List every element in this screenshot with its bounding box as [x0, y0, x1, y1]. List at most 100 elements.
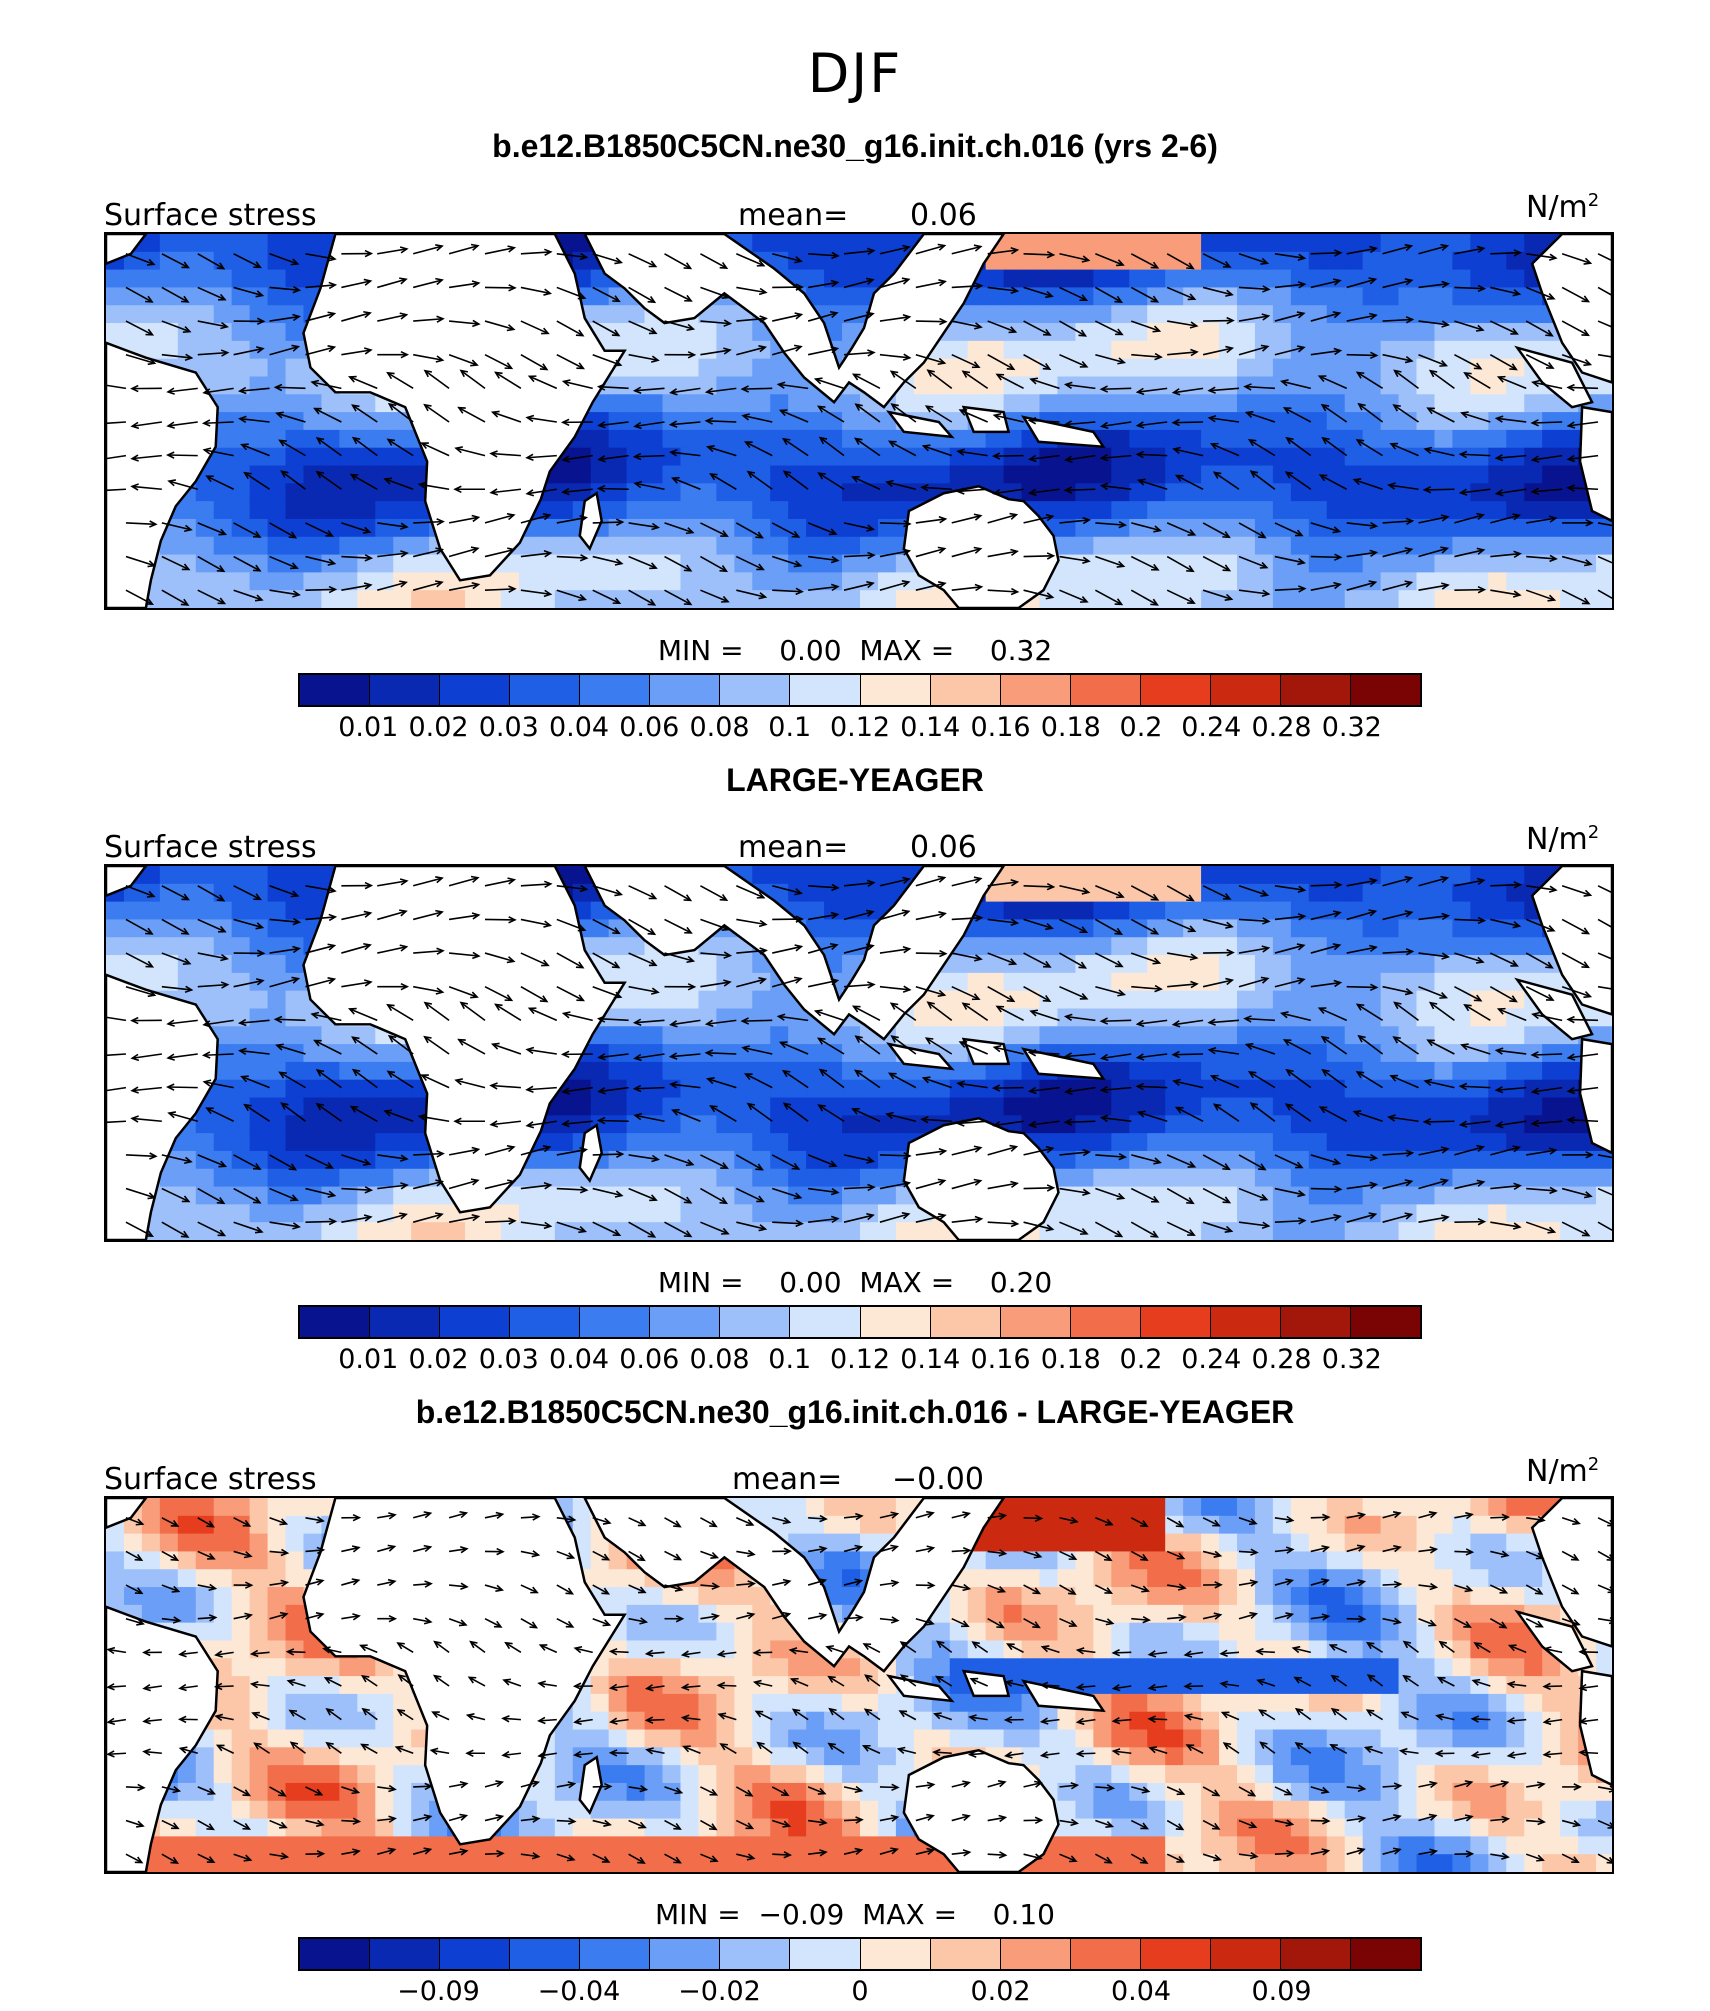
panel-1-colorbar-swatch [720, 675, 791, 705]
panel-3-variable-label: Surface stress [104, 1462, 317, 1497]
panel-1-colorbar-tick-label: 0.08 [689, 712, 750, 743]
panel-2-colorbar-ticks: 0.01 0.02 0.03 0.04 0.06 0.08 0.1 0.12 0.14 0.16 0… [298, 1344, 1422, 1376]
panel-1-colorbar-swatch [650, 675, 721, 705]
panel-1-colorbar-tick-label: 0.06 [619, 712, 680, 743]
panel-1-colorbar-ticks: 0.01 0.02 0.03 0.04 0.06 0.08 0.1 0.12 0.14 0.16 0… [298, 712, 1422, 744]
panel-1-colorbar-swatch [1070, 675, 1141, 705]
panel-2-colorbar-tick-label: 0.1 [768, 1344, 812, 1375]
panel-3-colorbar-swatch [370, 1939, 441, 1969]
panel-3-colorbar [298, 1937, 1422, 1971]
panel-2-colorbar-tick-label: 0.2 [1119, 1344, 1163, 1375]
figure-title: DJF [807, 42, 903, 105]
panel-1-mean-value: 0.06 [910, 198, 977, 233]
panel-3-colorbar-tick-label: −0.09 [397, 1976, 480, 2007]
panel-2-land-masses [106, 866, 1612, 1240]
panel-1-colorbar-swatch [440, 675, 511, 705]
panel-2-colorbar-swatch [580, 1307, 651, 1337]
panel-1-map-svg [106, 234, 1612, 608]
panel-1-colorbar-tick-label: 0.32 [1321, 712, 1382, 743]
panel-2-stress-vectors [106, 875, 1612, 1238]
panel-2-mean-label: mean= [738, 830, 849, 865]
panel-2-colorbar-swatch [440, 1307, 511, 1337]
panel-1-stress-vectors [106, 243, 1612, 606]
panel-1-colorbar-swatch [1350, 675, 1420, 705]
panel-1-colorbar-tick-label: 0.12 [829, 712, 891, 743]
panel-2-colorbar-swatch [370, 1307, 441, 1337]
panel-3-colorbar-swatch [790, 1939, 861, 1969]
panel-3-stress-vectors [106, 1510, 1612, 1864]
panel-2-colorbar-swatch [790, 1307, 861, 1337]
panel-1-colorbar-tick-label: 0.04 [548, 712, 610, 743]
panel-3-colorbar-swatch [1070, 1939, 1141, 1969]
panel-1-colorbar-swatch [930, 675, 1001, 705]
panel-3-title: b.e12.B1850C5CN.ne30_g16.init.ch.016 - L… [415, 1394, 1295, 1430]
panel-3-map [104, 1496, 1614, 1874]
panel-3-colorbar-ticks: −0.09 −0.04 −0.02 0 0.02 0.04 0.09 [298, 1976, 1422, 2008]
panel-2-colorbar-swatch [1350, 1307, 1420, 1337]
panel-1-colorbar-tick-label: 0.01 [338, 712, 399, 743]
panel-2-colorbar-tick-label: 0.03 [478, 1344, 539, 1375]
panel-3-colorbar-tick-label: −0.02 [678, 1976, 761, 2007]
panel-1-colorbar-swatch [580, 675, 651, 705]
panel-1-colorbar-swatch [1280, 675, 1351, 705]
panel-1-colorbar-swatch [510, 675, 581, 705]
panel-3-colorbar-swatch [720, 1939, 791, 1969]
panel-1-colorbar [298, 673, 1422, 707]
panel-3-colorbar-swatch [440, 1939, 511, 1969]
panel-1-colorbar-swatch [1140, 675, 1211, 705]
panel-3-land-masses [106, 1498, 1612, 1872]
panel-2-colorbar-tick-label: 0.28 [1251, 1344, 1312, 1375]
panel-2-colorbar-tick-label: 0.18 [1040, 1344, 1101, 1375]
panel-2-minmax: MIN = 0.00 MAX = 0.20 [657, 1266, 1053, 1299]
panel-3-minmax: MIN = −0.09 MAX = 0.10 [655, 1898, 1055, 1931]
panel-3-mean-value: −0.00 [892, 1462, 984, 1497]
panel-1-colorbar-swatch [1000, 675, 1071, 705]
panel-3-colorbar-swatch [300, 1939, 371, 1969]
panel-2-colorbar-tick-label: 0.24 [1181, 1344, 1242, 1375]
panel-1-title: b.e12.B1850C5CN.ne30_g16.init.ch.016 (yr… [492, 128, 1218, 164]
panel-3-colorbar-swatch [510, 1939, 581, 1969]
panel-2-colorbar-tick-label: 0.32 [1321, 1344, 1382, 1375]
panel-2-colorbar-swatch [930, 1307, 1001, 1337]
panel-3-mean-label: mean= [732, 1462, 843, 1497]
panel-3-colorbar-swatch [1280, 1939, 1351, 1969]
panel-2-colorbar-tick-label: 0.02 [408, 1344, 469, 1375]
panel-2-colorbar-swatch [300, 1307, 371, 1337]
panel-3-colorbar-swatch [930, 1939, 1001, 1969]
panel-2-mean-value: 0.06 [910, 830, 977, 865]
panel-2-colorbar [298, 1305, 1422, 1339]
panel-2-colorbar-swatch [1000, 1307, 1071, 1337]
panel-1-map [104, 232, 1614, 610]
panel-2-colorbar-tick-label: 0.01 [338, 1344, 399, 1375]
panel-1-colorbar-tick-label: 0.14 [900, 712, 961, 743]
panel-2-colorbar-tick-label: 0.16 [970, 1344, 1031, 1375]
panel-3-units: N/m2 [1526, 1454, 1600, 1489]
panel-1-colorbar-swatch [1210, 675, 1281, 705]
panel-3-colorbar-tick-label: 0.04 [1110, 1976, 1172, 2007]
panel-1-colorbar-tick-label: 0.18 [1040, 712, 1101, 743]
panel-1-colorbar-swatch [370, 675, 441, 705]
panel-2-map [104, 864, 1614, 1242]
panel-2-units: N/m2 [1526, 822, 1600, 857]
panel-1-colorbar-tick-label: 0.28 [1251, 712, 1312, 743]
panel-1-colorbar-tick-label: 0.1 [768, 712, 812, 743]
panel-2-colorbar-swatch [1280, 1307, 1351, 1337]
panel-1-colorbar-tick-label: 0.16 [970, 712, 1031, 743]
panel-2-colorbar-tick-label: 0.08 [689, 1344, 750, 1375]
panel-1-units: N/m2 [1526, 190, 1600, 225]
panel-2-colorbar-swatch [720, 1307, 791, 1337]
panel-2-colorbar-tick-label: 0.14 [900, 1344, 961, 1375]
panel-2-colorbar-swatch [1210, 1307, 1281, 1337]
panel-3-colorbar-swatch [580, 1939, 651, 1969]
panel-2-colorbar-swatch [510, 1307, 581, 1337]
panel-3-colorbar-swatch [1140, 1939, 1211, 1969]
panel-3-colorbar-tick-label: 0.02 [970, 1976, 1031, 2007]
panel-1-colorbar-swatch [790, 675, 861, 705]
panel-3-colorbar-swatch [1000, 1939, 1071, 1969]
panel-1-colorbar-swatch [300, 675, 371, 705]
panel-2-colorbar-swatch [1140, 1307, 1211, 1337]
panel-3-map-svg [106, 1498, 1612, 1872]
panel-1-colorbar-tick-label: 0.02 [408, 712, 469, 743]
panel-3-colorbar-tick-label: 0 [851, 1976, 869, 2007]
panel-3-colorbar-tick-label: −0.04 [537, 1976, 621, 2007]
